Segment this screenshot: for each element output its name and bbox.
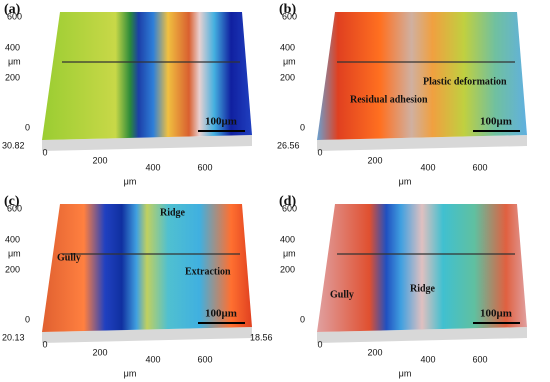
y-tick-label: 0 — [300, 314, 305, 324]
y-tick-label: 600 — [7, 203, 22, 213]
surface — [317, 12, 527, 140]
x-tick-label: 400 — [145, 162, 160, 172]
x-tick-label: 400 — [420, 354, 435, 364]
scale-bar-label: 100μm — [205, 308, 237, 320]
x-tick-label: 600 — [472, 354, 487, 364]
y-tick-label: 200 — [5, 264, 20, 274]
y-tick-label: 600 — [282, 11, 297, 21]
x-tick-label: 600 — [197, 162, 212, 172]
annotation: Plastic deformation — [423, 76, 507, 87]
surface — [42, 204, 252, 332]
y-tick-label: 0 — [300, 122, 305, 132]
scale-bar-label: 100μm — [205, 116, 237, 128]
x-unit: μm — [124, 368, 137, 378]
y-tick-label: 0 — [25, 122, 30, 132]
annotation: Extraction — [185, 266, 231, 277]
y-unit: μm — [8, 248, 21, 258]
surface — [42, 12, 252, 140]
z-label: 18.56 — [250, 332, 273, 342]
y-tick-label: 0 — [25, 314, 30, 324]
x-tick-label: 0 — [317, 339, 322, 349]
y-tick-label: 200 — [5, 72, 20, 82]
y-unit: μm — [8, 56, 21, 66]
x-tick-label: 400 — [145, 354, 160, 364]
surface-base — [317, 135, 527, 151]
x-tick-label: 200 — [367, 155, 382, 165]
surface-base — [42, 135, 252, 151]
x-tick-label: 200 — [367, 347, 382, 357]
y-unit: μm — [283, 248, 296, 258]
x-tick-label: 0 — [42, 339, 47, 349]
x-tick-label: 600 — [472, 162, 487, 172]
x-unit: μm — [399, 368, 412, 378]
surface-base — [317, 327, 527, 343]
x-tick-label: 600 — [197, 354, 212, 364]
y-unit: μm — [283, 56, 296, 66]
panel-label: (c) — [4, 194, 20, 209]
annotation: Ridge — [160, 207, 186, 218]
z-label: 30.82 — [2, 140, 25, 150]
z-label: 26.56 — [277, 140, 300, 150]
y-tick-label: 400 — [280, 234, 295, 244]
surface — [317, 204, 527, 332]
x-tick-label: 200 — [92, 155, 107, 165]
x-unit: μm — [124, 176, 137, 186]
y-tick-label: 600 — [7, 11, 22, 21]
annotation: Gully — [330, 289, 354, 300]
x-tick-label: 0 — [317, 147, 322, 157]
y-tick-label: 400 — [5, 42, 20, 52]
scale-bar-label: 100μm — [480, 308, 512, 320]
panel-label: (d) — [279, 194, 296, 209]
y-tick-label: 400 — [5, 234, 20, 244]
x-tick-label: 200 — [92, 347, 107, 357]
y-tick-label: 600 — [282, 203, 297, 213]
y-tick-label: 200 — [280, 72, 295, 82]
panel-label: (a) — [4, 2, 21, 17]
panel-label: (b) — [279, 2, 296, 17]
y-tick-label: 400 — [280, 42, 295, 52]
y-tick-label: 200 — [280, 264, 295, 274]
x-tick-label: 0 — [42, 147, 47, 157]
annotation: Residual adhesion — [350, 94, 428, 105]
x-tick-label: 400 — [420, 162, 435, 172]
x-unit: μm — [399, 176, 412, 186]
annotation: Gully — [57, 252, 81, 263]
z-label: 20.13 — [2, 332, 25, 342]
surface-base — [42, 327, 252, 343]
scale-bar-label: 100μm — [480, 116, 512, 128]
annotation: Ridge — [410, 283, 436, 294]
